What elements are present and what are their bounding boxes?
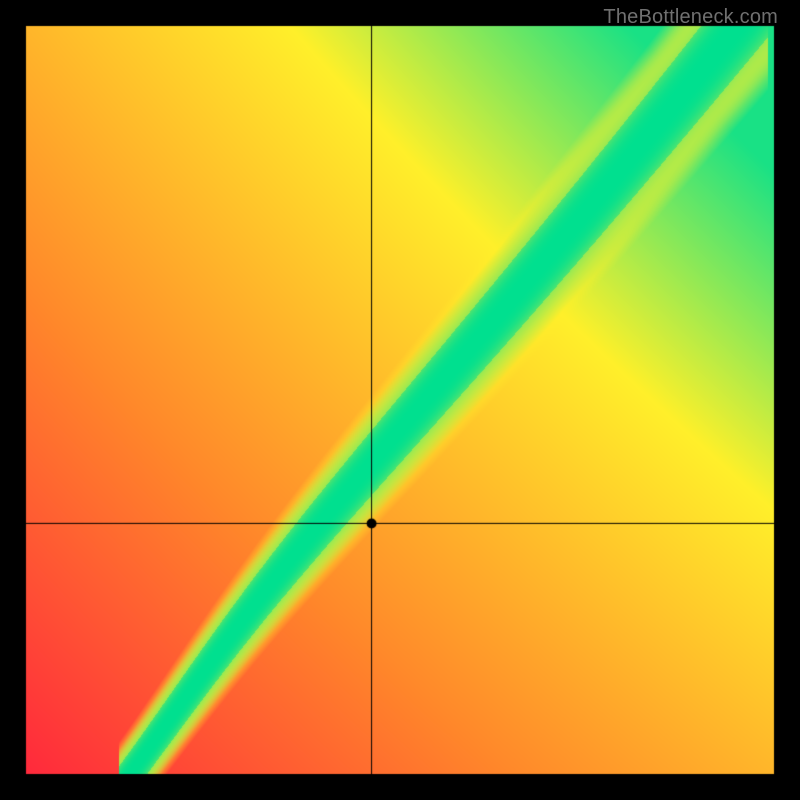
bottleneck-heatmap <box>0 0 800 800</box>
watermark-text: TheBottleneck.com <box>603 6 778 29</box>
